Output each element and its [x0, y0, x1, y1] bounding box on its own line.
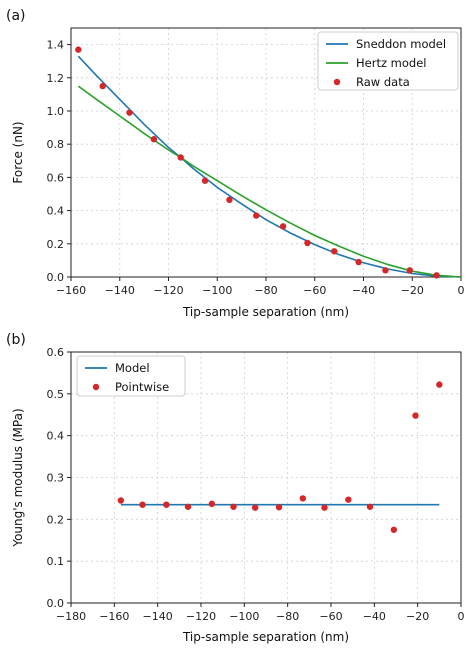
data-point-raw-data — [75, 46, 82, 53]
x-tick-label: −100 — [229, 610, 259, 623]
y-tick-label: 0.0 — [47, 597, 65, 610]
data-point-pointwise — [412, 412, 419, 419]
y-tick-label: 0.1 — [47, 555, 65, 568]
x-tick-label: −180 — [56, 610, 86, 623]
data-point-raw-data — [279, 223, 287, 230]
data-point-pointwise — [163, 501, 170, 508]
y-tick-label: 0.2 — [47, 513, 65, 526]
x-tick-label: −120 — [153, 284, 183, 297]
panel-label: (a) — [6, 8, 26, 24]
x-tick-label: −80 — [276, 610, 299, 623]
data-point-raw-data — [126, 109, 133, 116]
data-point-pointwise — [390, 526, 398, 533]
data-point-raw-data — [177, 154, 184, 161]
x-tick-label: −60 — [303, 284, 326, 297]
x-axis-label: Tip-sample separation (nm) — [182, 305, 349, 319]
y-tick-label: 0.2 — [47, 238, 65, 251]
y-tick-label: 0.6 — [47, 171, 65, 184]
data-point-pointwise — [366, 503, 374, 510]
data-point-raw-data — [406, 267, 414, 274]
y-tick-label: 1.2 — [47, 72, 65, 85]
y-tick-label: 0.4 — [47, 430, 65, 443]
data-point-pointwise — [208, 500, 216, 508]
y-axis-label: Force (nN) — [11, 121, 25, 183]
x-tick-label: −140 — [105, 284, 135, 297]
legend-label-model: Model — [115, 361, 150, 375]
y-axis-label: Young's modulus (MPa) — [11, 408, 25, 547]
x-tick-label: −120 — [186, 610, 216, 623]
data-point-pointwise — [275, 504, 283, 511]
y-tick-label: 0.8 — [47, 138, 65, 151]
x-tick-label: 0 — [458, 610, 465, 623]
data-point-raw-data — [355, 258, 362, 266]
data-point-raw-data — [433, 272, 440, 279]
legend-label-raw-data: Raw data — [356, 75, 410, 89]
x-tick-label: −60 — [319, 610, 342, 623]
x-tick-label: 0 — [458, 284, 465, 297]
x-tick-label: −100 — [202, 284, 232, 297]
legend-label-sneddon-model: Sneddon model — [356, 37, 446, 51]
y-tick-label: 0.3 — [47, 472, 65, 485]
series-line-sneddon-model — [77, 55, 462, 278]
legend: Sneddon model Hertz model Raw data — [317, 31, 459, 91]
data-point-pointwise — [345, 496, 352, 503]
panel-a: (a) −160 −140 −120 −100 −80 −60 −40 −20 0 0.0 0.2 0.… — [6, 8, 465, 319]
data-point-raw-data — [253, 212, 260, 219]
panel-b: (b) −180 −160 −140 −120 −100 −80 −60 −40 −20 0 0.0 0… — [6, 332, 465, 644]
y-tick-label: 0.4 — [47, 205, 65, 218]
data-point-raw-data — [382, 267, 389, 274]
data-point-pointwise — [117, 497, 125, 504]
data-point-pointwise — [436, 381, 443, 388]
y-tick-label: 0.5 — [47, 388, 65, 401]
x-tick-label: −40 — [352, 284, 375, 297]
x-tick-label: −80 — [254, 284, 277, 297]
data-point-pointwise — [139, 501, 146, 508]
data-point-raw-data — [331, 248, 338, 255]
panel-label: (b) — [6, 332, 26, 348]
x-tick-label: −160 — [56, 284, 86, 297]
y-tick-label: 1.0 — [47, 105, 65, 118]
data-point-raw-data — [99, 82, 106, 90]
y-tick-label: 0.6 — [47, 346, 65, 359]
data-point-raw-data — [226, 196, 233, 204]
x-tick-label: −40 — [363, 610, 386, 623]
data-point-raw-data — [150, 136, 158, 143]
data-point-pointwise — [184, 503, 192, 510]
x-tick-label: −20 — [406, 610, 429, 623]
x-axis-label: Tip-sample separation (nm) — [182, 630, 349, 644]
x-tick-label: −140 — [143, 610, 173, 623]
legend: Model Pointwise — [76, 355, 186, 397]
data-point-pointwise — [321, 504, 328, 511]
data-point-raw-data — [201, 177, 209, 184]
legend-label-hertz-model: Hertz model — [356, 56, 426, 70]
data-point-pointwise — [251, 504, 259, 511]
legend-swatch-pointwise — [92, 383, 100, 391]
y-tick-label: 1.4 — [47, 39, 65, 52]
legend-box — [317, 31, 459, 91]
legend-label-pointwise: Pointwise — [115, 380, 169, 394]
data-point-pointwise — [299, 495, 307, 502]
y-tick-label: 0.0 — [47, 271, 65, 284]
series-line-hertz-model — [77, 85, 462, 278]
x-tick-label: −20 — [401, 284, 424, 297]
data-point-pointwise — [230, 503, 237, 510]
x-tick-label: −160 — [99, 610, 129, 623]
data-point-raw-data — [304, 239, 311, 247]
legend-box — [76, 355, 186, 397]
legend-swatch-raw-data — [333, 78, 341, 86]
